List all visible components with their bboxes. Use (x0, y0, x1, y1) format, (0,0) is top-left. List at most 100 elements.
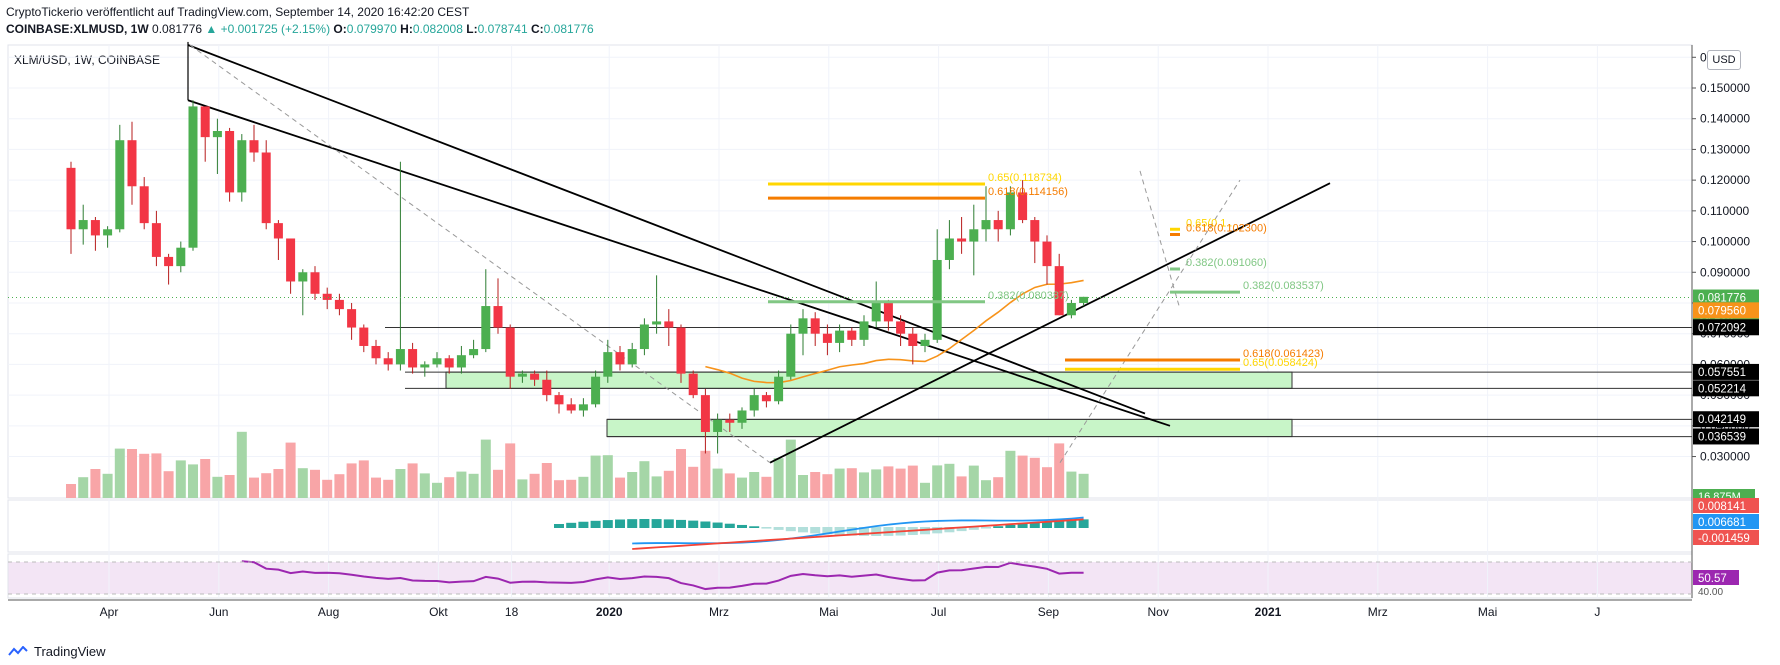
volume-bar (785, 439, 796, 498)
candle-body (603, 352, 613, 377)
rsi-level-label: 40.00 (1698, 587, 1723, 598)
volume-bar (1005, 450, 1016, 498)
candle-body (700, 395, 710, 432)
candle-body (908, 333, 918, 346)
fib-level-label: 0.65(0.058424) (1243, 357, 1318, 369)
symbol-line: COINBASE:XLMUSD, 1W 0.081776 ▲ +0.001725… (6, 22, 594, 36)
candle-body (78, 220, 88, 230)
volume-bar (188, 464, 198, 498)
price-label: 0.072092 (1698, 322, 1746, 334)
volume-bar (249, 477, 259, 498)
candle-body (969, 229, 979, 242)
x-tick-label: Mrz (1368, 605, 1388, 619)
volume-bar (541, 463, 552, 498)
candle-body (1005, 192, 1015, 230)
fib-level-label: 0.65(0.1... (1186, 217, 1236, 229)
macd-histogram-bar (822, 527, 833, 535)
volume-bar (432, 482, 442, 498)
volume-bar (920, 482, 930, 498)
candle-body (1054, 266, 1064, 316)
candle-body (249, 140, 259, 153)
currency-button[interactable]: USD (1707, 50, 1741, 70)
pane-title: XLM/USD, 1W, COINBASE (14, 53, 160, 67)
x-tick-label: Apr (100, 605, 119, 619)
price-label-bg (1693, 289, 1759, 306)
candle-body (566, 404, 576, 411)
macd-histogram-bar (590, 520, 601, 528)
candle-body (639, 324, 649, 350)
candle-body (383, 358, 393, 365)
x-tick-label: Mrz (709, 605, 729, 619)
volume-bar (407, 463, 418, 498)
tradingview-logo[interactable]: TradingView (8, 644, 106, 659)
candle-body (847, 330, 857, 340)
candle-body (944, 238, 954, 260)
candle-body (932, 259, 942, 340)
candle-body (822, 333, 832, 343)
volume-bar (859, 472, 869, 498)
y-tick-label: 0.150000 (1700, 81, 1750, 95)
candle-body (456, 355, 466, 368)
candle-body (957, 238, 967, 242)
change-arrow-icon: ▲ (205, 22, 218, 36)
volume-bar (444, 477, 455, 498)
candle-body (578, 404, 588, 411)
macd-histogram-bar (651, 519, 662, 528)
candle-body (737, 410, 747, 423)
moving-average-line (705, 279, 1084, 384)
candle-body (237, 140, 247, 193)
macd-line (632, 516, 1084, 545)
candle-body (871, 302, 881, 322)
candle-body (212, 130, 222, 138)
macd-histogram-bar (1029, 522, 1040, 528)
candle-body (444, 358, 454, 368)
fib-level-label: 0.618(0.061423) (1243, 348, 1324, 360)
volume-bar (578, 476, 589, 498)
close-value: 0.081776 (543, 22, 594, 36)
volume-bar (505, 443, 516, 498)
candle-body (432, 358, 442, 365)
projection-dashed-1 (1059, 179, 1241, 463)
macd-label: 0.008141 (1698, 501, 1746, 513)
volume-bar (773, 458, 784, 498)
candle-body (798, 318, 808, 334)
candle-body (151, 223, 161, 257)
price-label-bg (1693, 411, 1759, 428)
brand-label: TradingView (34, 644, 106, 659)
candle-body (1066, 302, 1076, 316)
volume-bar (676, 449, 686, 498)
volume-bar (566, 479, 577, 498)
candle-body (517, 373, 527, 377)
candle-body (286, 238, 296, 282)
candle-body (1018, 192, 1028, 221)
volume-bar (175, 460, 186, 498)
fib-level-label: 0.382(0.083537) (1243, 280, 1324, 292)
candle-body (127, 140, 137, 187)
volume-bar (944, 463, 955, 498)
volume-bar (688, 466, 699, 498)
candle-body (408, 349, 418, 368)
volume-bar (224, 475, 235, 498)
volume-bar (212, 476, 223, 498)
price-label: 0.042149 (1698, 414, 1746, 426)
macd-histogram-bar (761, 527, 772, 529)
candle-body (298, 272, 308, 282)
volume-bar (956, 476, 967, 498)
candle-body (200, 106, 210, 138)
volume-bar (651, 476, 662, 498)
fib-diagonal (189, 44, 771, 464)
candle-body (1079, 296, 1089, 303)
fib-level-label: 0.382(0.080387) (988, 290, 1069, 302)
support-zone-upper (445, 371, 1293, 389)
candle-body (786, 333, 796, 377)
macd-histogram-bar (712, 522, 723, 528)
volume-bar (822, 474, 833, 498)
close-label: C: (530, 22, 544, 36)
candle-body (322, 293, 332, 300)
volume-bar (285, 442, 296, 498)
volume-bar (1042, 467, 1052, 498)
candle-body (273, 223, 283, 239)
macd-histogram-bar (615, 519, 625, 528)
volume-bar (456, 471, 467, 498)
